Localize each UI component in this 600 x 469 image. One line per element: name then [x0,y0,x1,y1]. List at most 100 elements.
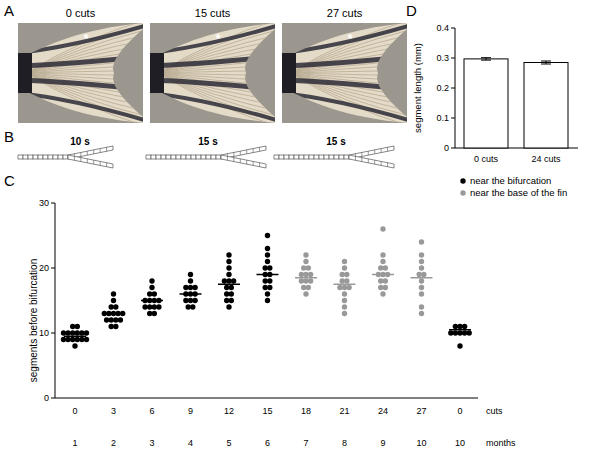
data-point [303,252,308,257]
branch-joint [233,152,234,156]
month-label: 7 [303,438,308,448]
data-point [72,343,77,348]
plot-area [464,58,568,148]
branch-joint [240,151,241,155]
branch-joint [355,156,356,160]
y-tick-label: 0.3 [436,53,449,63]
ray-segment [279,155,284,159]
x-tick-label: 0 [72,406,77,416]
data-point [462,330,467,335]
month-label: 8 [342,438,347,448]
branch-joint [387,147,388,151]
ray-segment [216,155,221,159]
data-point [224,285,229,290]
y-tick-label: 0 [44,393,49,403]
mean-line [141,300,163,302]
month-label: 3 [149,438,154,448]
data-point [265,233,270,238]
ray-segment [274,155,279,159]
data-point [265,246,270,251]
data-point [378,265,383,270]
y-tick [451,148,455,149]
data-point [342,304,347,309]
data-point [70,330,75,335]
data-point [378,278,383,283]
asterisk: * [347,31,353,46]
month-label: 2 [111,438,116,448]
peduncle [18,53,32,93]
data-point [113,324,118,329]
data-point [226,252,231,257]
data-point [186,304,191,309]
data-point [419,278,424,283]
data-point [344,278,349,283]
data-point [417,272,422,277]
y-tick [451,58,455,59]
photo-caption: 0 cuts [66,7,96,19]
x-tick-label: 12 [224,406,234,416]
data-point [419,304,424,309]
month-label: 4 [188,438,193,448]
branch-joint [368,159,369,163]
data-point [301,265,306,270]
ray-segment [191,155,196,159]
y-axis-label: segment length (mm) [412,43,423,133]
ray-segment [299,155,304,159]
panel-label: A [4,2,14,19]
error-cap [481,60,491,61]
fin-stripe [150,80,280,90]
data-point [342,298,347,303]
data-point [467,330,472,335]
data-point [342,285,347,290]
data-point [75,330,80,335]
branch-joint [368,151,369,155]
data-point [113,304,118,309]
data-point [383,278,388,283]
branch-joint [259,147,260,151]
ray-segment [309,155,314,159]
error-bar [481,58,491,60]
data-point [301,285,306,290]
data-point [306,265,311,270]
fin-ray [290,70,412,73]
data-point [421,272,426,277]
y-axis-label: segments before bifurcation [28,259,39,382]
data-point [226,278,231,283]
fin-stripe [282,56,412,66]
data-point [267,285,272,290]
data-point [299,272,304,277]
data-point [118,317,123,322]
data-point [224,291,229,296]
ray-segment [206,155,211,159]
data-point [70,337,75,342]
data-point [303,259,308,264]
ray-diagram [146,146,266,168]
data-point [380,252,385,257]
branch-joint [374,160,375,164]
data-point [419,285,424,290]
error-cap [481,57,491,58]
data-point [84,337,89,342]
fin-stripe [18,56,148,66]
fin-photo: * [18,19,148,127]
branch-joint [361,158,362,162]
mean-line [295,277,317,279]
data-point [113,317,118,322]
ray-segment [23,155,28,159]
data-point [344,272,349,277]
data-point [188,278,193,283]
data-point [111,298,116,303]
peduncle [150,53,164,93]
data-point [149,285,154,290]
y-tick [51,398,55,399]
data-point [109,304,114,309]
y-tick [451,28,455,29]
ray-segment [161,155,166,159]
x-tick-label: 24 [378,406,388,416]
mean-line [218,284,240,286]
y-tick [51,333,55,334]
fin-stripe [150,93,280,121]
fin-pattern [150,19,280,127]
plot-area [61,226,472,348]
data-point [419,259,424,264]
